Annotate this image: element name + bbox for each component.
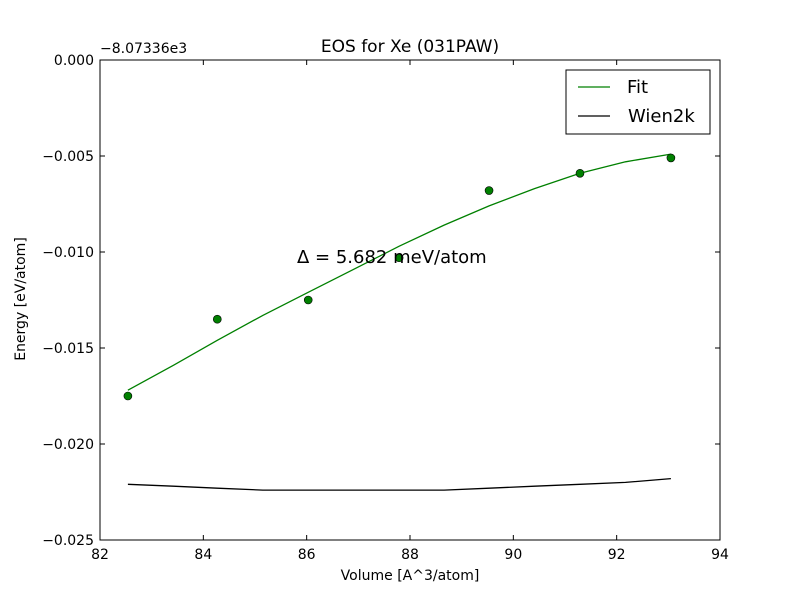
delta-annotation: Δ = 5.682 meV/atom — [297, 247, 487, 268]
data-point — [484, 186, 494, 195]
chart-title: EOS for Xe (031PAW) — [321, 37, 499, 57]
x-tick-label: 88 — [401, 547, 419, 563]
series-line-wien2k — [127, 477, 671, 491]
legend-wien2k-label: Wien2k — [628, 106, 695, 127]
x-tick-label: 94 — [711, 547, 729, 563]
y-tick-label: −0.025 — [42, 533, 94, 549]
legend-fit-label: Fit — [627, 77, 648, 98]
x-tick-label: 86 — [298, 547, 316, 563]
data-point — [394, 253, 404, 263]
legend: Fit Wien2k — [565, 69, 711, 135]
data-point — [212, 314, 222, 324]
legend-box — [565, 69, 711, 135]
y-tick-label: −0.020 — [42, 437, 94, 453]
x-tick-label: 92 — [608, 547, 626, 563]
plot-area: 82 84 86 88 90 92 94 0.000 −0.005 −0.010 −0.015 −0.… — [42, 53, 729, 563]
data-point — [303, 295, 313, 305]
x-axis-label: Volume [A^3/atom] — [341, 568, 480, 584]
y-axis-label: Energy [eV/atom] — [13, 237, 29, 361]
y-tick-label: −0.005 — [42, 149, 94, 165]
data-point — [123, 391, 133, 401]
y-offset-text: −8.07336e3 — [100, 41, 187, 57]
data-point — [575, 168, 585, 178]
x-tick-label: 84 — [194, 547, 212, 563]
x-tick-label: 82 — [91, 547, 109, 563]
y-tick-label: −0.010 — [42, 245, 94, 261]
y-tick-label: −0.015 — [42, 341, 94, 357]
x-tick-label: 90 — [504, 547, 522, 563]
data-point — [666, 153, 676, 163]
y-tick-label: 0.000 — [54, 53, 94, 69]
